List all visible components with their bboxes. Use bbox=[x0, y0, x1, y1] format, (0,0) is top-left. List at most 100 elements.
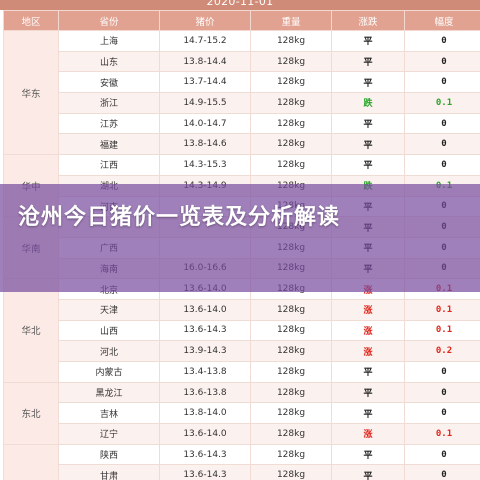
trend-cell: 平 bbox=[331, 30, 405, 52]
table-row: 内蒙古 13.4-13.8 128kg 平 0 bbox=[4, 361, 480, 383]
change-cell: 0 bbox=[404, 30, 480, 52]
table-row: 天津 13.6-14.0 128kg 涨 0.1 bbox=[4, 298, 480, 321]
trend-cell: 跌 bbox=[331, 92, 405, 114]
trend-cell: 平 bbox=[331, 464, 405, 480]
change-cell: 0 bbox=[404, 133, 480, 156]
trend-cell: 平 bbox=[331, 361, 405, 383]
col-change: 幅度 bbox=[404, 10, 480, 31]
price-cell: 13.6-14.3 bbox=[159, 443, 251, 466]
weight-cell: 128kg bbox=[250, 340, 332, 362]
trend-cell: 平 bbox=[331, 71, 405, 94]
change-cell: 0 bbox=[404, 361, 480, 383]
price-cell: 14.9-15.5 bbox=[159, 92, 251, 114]
province-cell: 河北 bbox=[58, 340, 160, 362]
change-cell: 0.1 bbox=[404, 423, 480, 445]
table-row: 山东 13.8-14.4 128kg 平 0 bbox=[4, 50, 480, 73]
weight-cell: 128kg bbox=[250, 402, 332, 425]
price-cell: 13.8-14.4 bbox=[159, 50, 251, 73]
price-cell: 13.9-14.3 bbox=[159, 340, 251, 362]
province-cell: 安徽 bbox=[58, 71, 160, 94]
weight-cell: 128kg bbox=[250, 443, 332, 466]
weight-cell: 128kg bbox=[250, 50, 332, 73]
table-header-row: 地区 省份 猪价 重量 涨跌 幅度 bbox=[3, 10, 480, 31]
region-cell: 华东 bbox=[3, 29, 59, 156]
change-cell: 0.1 bbox=[404, 298, 480, 321]
province-cell: 浙江 bbox=[58, 92, 160, 114]
weight-cell: 128kg bbox=[250, 154, 332, 176]
table-row: 辽宁 13.6-14.0 128kg 涨 0.1 bbox=[4, 423, 480, 445]
weight-cell: 128kg bbox=[250, 92, 332, 114]
price-cell: 13.6-14.3 bbox=[159, 464, 251, 480]
change-cell: 0 bbox=[404, 464, 480, 480]
price-cell: 13.6-14.0 bbox=[159, 423, 251, 445]
province-cell: 山东 bbox=[58, 50, 160, 73]
change-cell: 0.1 bbox=[404, 319, 480, 342]
change-cell: 0 bbox=[404, 443, 480, 466]
table-row: 浙江 14.9-15.5 128kg 跌 0.1 bbox=[4, 92, 480, 114]
weight-cell: 128kg bbox=[250, 319, 332, 342]
weight-cell: 128kg bbox=[250, 381, 332, 404]
trend-cell: 平 bbox=[331, 112, 405, 135]
change-cell: 0 bbox=[404, 112, 480, 135]
price-cell: 14.3-15.3 bbox=[159, 154, 251, 176]
col-price: 猪价 bbox=[159, 10, 251, 31]
province-cell: 甘肃 bbox=[58, 464, 160, 480]
table-row: 甘肃 13.6-14.3 128kg 平 0 bbox=[4, 464, 480, 480]
col-region: 地区 bbox=[3, 10, 59, 31]
table-row: 山西 13.6-14.3 128kg 涨 0.1 bbox=[4, 319, 480, 342]
weight-cell: 128kg bbox=[250, 133, 332, 156]
weight-cell: 128kg bbox=[250, 423, 332, 445]
price-cell: 14.0-14.7 bbox=[159, 112, 251, 135]
table-row: 河北 13.9-14.3 128kg 涨 0.2 bbox=[4, 340, 480, 362]
col-weight: 重量 bbox=[250, 10, 332, 31]
trend-cell: 平 bbox=[331, 402, 405, 425]
weight-cell: 128kg bbox=[250, 112, 332, 135]
date-bar: 2020-11-01 bbox=[0, 0, 480, 10]
price-cell: 13.8-14.0 bbox=[159, 402, 251, 425]
price-cell: 13.8-14.6 bbox=[159, 133, 251, 156]
change-cell: 0 bbox=[404, 50, 480, 73]
province-cell: 陕西 bbox=[58, 443, 160, 466]
trend-cell: 涨 bbox=[331, 423, 405, 445]
trend-cell: 平 bbox=[331, 381, 405, 404]
price-cell: 13.6-14.0 bbox=[159, 298, 251, 321]
province-cell: 福建 bbox=[58, 133, 160, 156]
region-cell: 东北 bbox=[3, 381, 59, 445]
price-cell: 14.7-15.2 bbox=[159, 30, 251, 52]
weight-cell: 128kg bbox=[250, 361, 332, 383]
region-cell bbox=[3, 443, 59, 480]
trend-cell: 平 bbox=[331, 443, 405, 466]
change-cell: 0 bbox=[404, 402, 480, 425]
table-row: 江苏 14.0-14.7 128kg 平 0 bbox=[4, 112, 480, 135]
trend-cell: 平 bbox=[331, 133, 405, 156]
weight-cell: 128kg bbox=[250, 30, 332, 52]
col-trend: 涨跌 bbox=[331, 10, 405, 31]
trend-cell: 涨 bbox=[331, 298, 405, 321]
change-cell: 0.1 bbox=[404, 92, 480, 114]
trend-cell: 平 bbox=[331, 154, 405, 176]
province-cell: 吉林 bbox=[58, 402, 160, 425]
province-cell: 内蒙古 bbox=[58, 361, 160, 383]
province-cell: 山西 bbox=[58, 319, 160, 342]
change-cell: 0 bbox=[404, 154, 480, 176]
province-cell: 上海 bbox=[58, 30, 160, 52]
change-cell: 0 bbox=[404, 381, 480, 404]
table-row: 安徽 13.7-14.4 128kg 平 0 bbox=[4, 71, 480, 94]
province-cell: 江西 bbox=[58, 154, 160, 176]
trend-cell: 涨 bbox=[331, 340, 405, 362]
title-banner bbox=[0, 184, 480, 292]
table-row: 福建 13.8-14.6 128kg 平 0 bbox=[4, 133, 480, 156]
table-row: 华东 上海 14.7-15.2 128kg 平 0 bbox=[3, 29, 480, 156]
region-cell: 华北 bbox=[3, 278, 59, 383]
table-row: 吉林 13.8-14.0 128kg 平 0 bbox=[4, 402, 480, 425]
change-cell: 0.2 bbox=[404, 340, 480, 362]
date-label: 2020-11-01 bbox=[206, 0, 274, 8]
article-title: 沧州今日猪价一览表及分析解读 bbox=[18, 205, 341, 230]
price-cell: 13.6-14.3 bbox=[159, 319, 251, 342]
province-cell: 辽宁 bbox=[58, 423, 160, 445]
province-cell: 江苏 bbox=[58, 112, 160, 135]
trend-cell: 涨 bbox=[331, 319, 405, 342]
col-province: 省份 bbox=[58, 10, 160, 31]
